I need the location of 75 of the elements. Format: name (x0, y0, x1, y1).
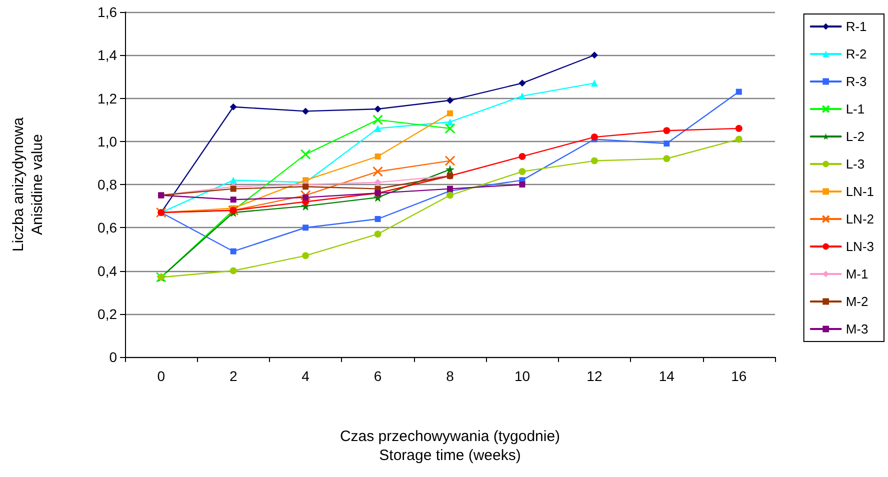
point (230, 186, 236, 192)
x-tick-label: 16 (731, 368, 747, 384)
y-tick-label: 1,6 (98, 4, 118, 20)
legend-label: LN-3 (846, 239, 874, 254)
x-tick-label: 10 (514, 368, 530, 384)
point (302, 252, 310, 260)
y-tick-label: 0,2 (98, 306, 118, 322)
x-tick-label: 14 (658, 368, 675, 384)
point (518, 80, 526, 87)
point (736, 88, 742, 95)
y-tick-label: 0,4 (98, 262, 118, 279)
point (374, 216, 381, 222)
x-tick-label: 12 (586, 368, 602, 384)
point (374, 124, 382, 132)
y-tick-label: 0,8 (98, 176, 118, 192)
point (302, 194, 309, 200)
point (446, 96, 454, 104)
legend-label: LN-1 (846, 184, 874, 199)
point (735, 124, 742, 132)
point (663, 155, 670, 162)
x-axis-title: Czas przechowywania (tygodnie) Storage time (weeks) (340, 428, 560, 464)
point (230, 103, 237, 110)
point (302, 108, 310, 115)
point (374, 106, 382, 113)
point (446, 118, 454, 126)
legend-label: L-2 (846, 129, 865, 144)
point (302, 224, 309, 231)
point (444, 156, 456, 166)
legend-label: R-2 (846, 46, 867, 62)
point (446, 164, 454, 174)
point (590, 157, 598, 164)
point (518, 168, 526, 176)
x-tick-label: 6 (374, 368, 382, 384)
x-tick-label: 0 (157, 368, 166, 384)
legend-label: R-3 (846, 74, 867, 89)
y-tick-label: 0,6 (98, 220, 118, 236)
point (518, 92, 526, 100)
x-tick-label: 8 (446, 368, 454, 384)
point (374, 230, 382, 238)
legend-label: M-2 (846, 294, 868, 309)
point (444, 123, 456, 134)
point (372, 166, 384, 177)
point (374, 178, 382, 186)
point (230, 196, 236, 203)
point (447, 110, 453, 116)
y-tick-label: 0 (109, 349, 118, 365)
x-tick-label: 4 (302, 368, 310, 384)
y-tick-label: 1,4 (98, 47, 118, 64)
legend-label: L-3 (846, 156, 865, 172)
point (302, 184, 309, 190)
point (300, 190, 311, 201)
point (230, 176, 237, 184)
point (518, 152, 526, 160)
point (446, 192, 454, 199)
point (663, 127, 670, 134)
point (519, 182, 526, 188)
legend-label: R-1 (846, 19, 867, 34)
y-axis-title: Liczba anizydynowa Anisidine value (10, 116, 46, 252)
point (735, 136, 742, 143)
x-tick-label: 2 (229, 368, 238, 384)
legend-label: L-1 (846, 102, 865, 116)
point (230, 248, 236, 254)
point (664, 140, 670, 147)
point (590, 80, 598, 87)
point (590, 52, 598, 59)
point (374, 153, 381, 160)
legend-label: LN-2 (846, 212, 874, 226)
legend-label: M-3 (846, 322, 868, 336)
legend-label: M-1 (846, 266, 868, 282)
point (372, 114, 384, 126)
y-tick-label: 1,0 (98, 133, 118, 150)
point (230, 267, 237, 274)
point (590, 134, 598, 141)
point (300, 149, 311, 160)
y-tick-label: 1,2 (98, 90, 118, 106)
